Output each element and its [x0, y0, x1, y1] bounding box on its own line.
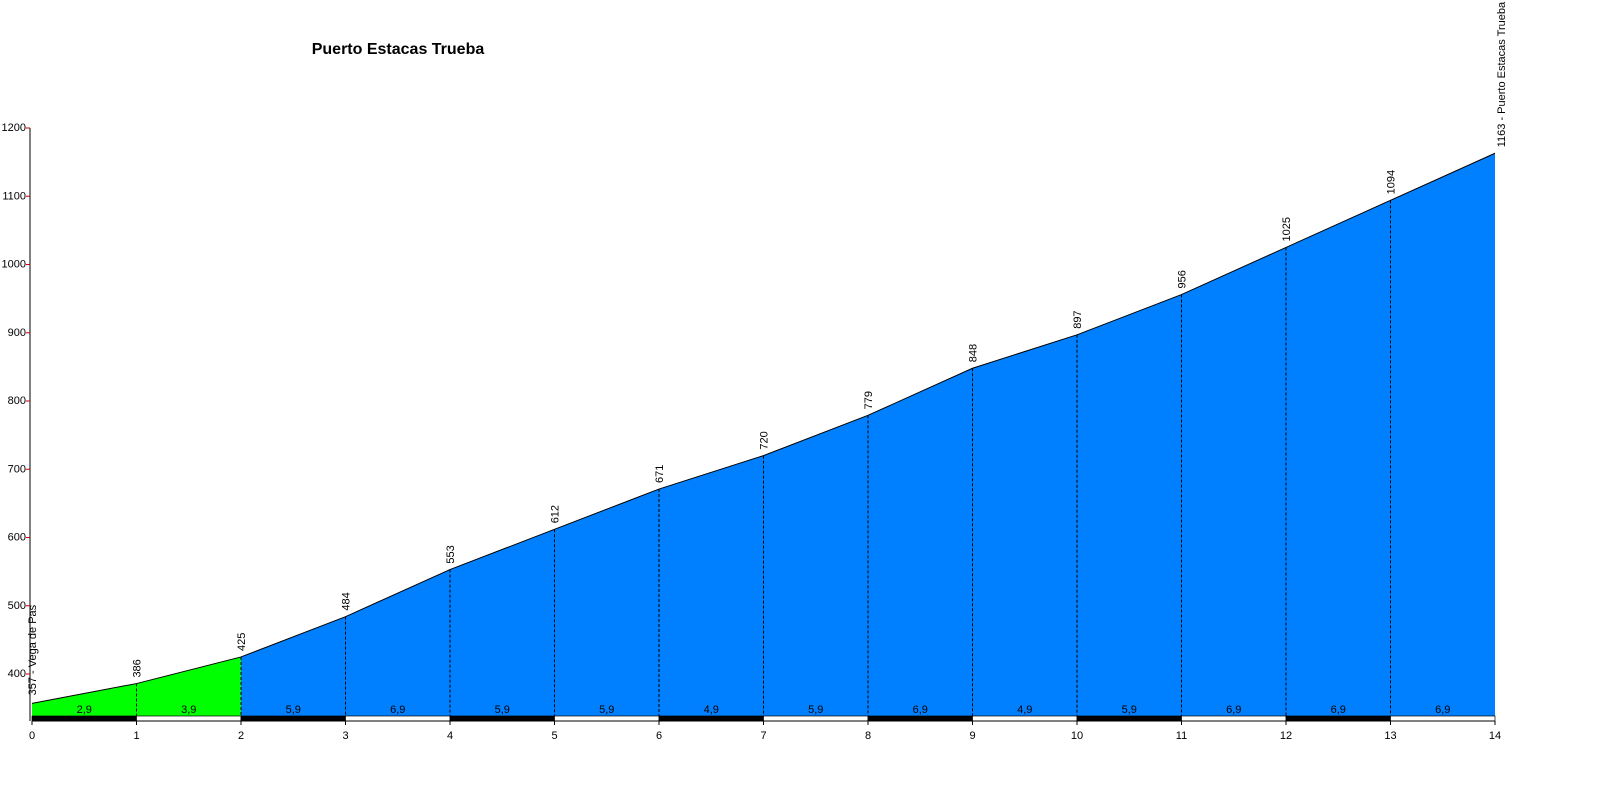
- km-strip: [1076, 715, 1182, 722]
- gradient-segment: [136, 656, 241, 717]
- x-tick-label: 6: [656, 730, 662, 742]
- gradient-segment: [1077, 294, 1182, 717]
- y-tick-label: 800: [8, 395, 26, 407]
- profile-line: [31, 152, 1496, 704]
- gradient-segment: [868, 368, 973, 717]
- gradient-label: 6,9: [1331, 704, 1346, 716]
- gradient-label: 5,9: [495, 704, 510, 716]
- gradient-label: 4,9: [704, 704, 719, 716]
- x-tick-label: 8: [865, 730, 871, 742]
- x-tick-label: 2: [238, 730, 244, 742]
- km-strip: [554, 715, 660, 722]
- gradient-segment: [241, 616, 346, 717]
- gradient-label: 2,9: [77, 704, 92, 716]
- elevation-label: 779: [863, 391, 875, 409]
- km-strip: [240, 715, 346, 722]
- y-tick-label: 900: [8, 327, 26, 339]
- y-tick-label: 700: [8, 463, 26, 475]
- gradient-label: 6,9: [913, 704, 928, 716]
- gradient-segment: [345, 569, 450, 717]
- x-tick-label: 11: [1176, 730, 1187, 742]
- elevation-label: 897: [1072, 310, 1084, 328]
- km-strip: [345, 715, 451, 722]
- gradient-label: 5,9: [599, 704, 614, 716]
- km-strip: [1181, 715, 1287, 722]
- gradient-label: 3,9: [181, 704, 196, 716]
- km-strip: [867, 715, 973, 722]
- elevation-label: 720: [759, 431, 771, 449]
- chart-title: Puerto Estacas Trueba: [312, 41, 485, 58]
- gradient-segment: [450, 529, 555, 717]
- gradient-label: 5,9: [286, 704, 301, 716]
- elevation-label: 553: [445, 545, 457, 563]
- gradient-segment: [659, 455, 764, 717]
- km-strip: [136, 715, 242, 722]
- gradient-segment: [1390, 153, 1495, 717]
- y-tick-label: 500: [8, 600, 26, 612]
- km-strip: [449, 715, 555, 722]
- km-strip: [1285, 715, 1391, 722]
- x-tick-label: 3: [342, 730, 348, 742]
- gradient-segment: [32, 683, 137, 717]
- elevation-label: 671: [654, 465, 666, 483]
- gradient-label: 6,9: [1226, 704, 1241, 716]
- km-strip: [31, 715, 137, 722]
- gradient-segment: [763, 415, 868, 717]
- gradient-label: 4,9: [1017, 704, 1032, 716]
- gradient-label: 6,9: [1435, 704, 1450, 716]
- km-strip: [972, 715, 1078, 722]
- elevation-label: 425: [236, 633, 248, 651]
- gradient-label: 5,9: [1122, 704, 1137, 716]
- y-tick-label: 1000: [2, 259, 26, 271]
- gradient-segment: [554, 489, 659, 717]
- x-tick-label: 0: [29, 730, 35, 742]
- gradient-segment: [1181, 247, 1286, 718]
- x-tick-label: 10: [1071, 730, 1083, 742]
- x-tick-label: 1: [133, 730, 139, 742]
- elevation-label: 1025: [1281, 217, 1293, 241]
- gradient-label: 5,9: [808, 704, 823, 716]
- gradient-label: 6,9: [390, 704, 405, 716]
- elevation-label: 848: [968, 344, 980, 362]
- elevation-label: 956: [1177, 270, 1189, 288]
- x-tick-label: 12: [1280, 730, 1292, 742]
- x-tick-label: 9: [969, 730, 975, 742]
- x-tick-label: 5: [551, 730, 557, 742]
- y-tick-label: 400: [8, 668, 26, 680]
- elevation-label: 1163 - Puerto Estacas Trueba: [1496, 1, 1508, 147]
- x-tick-label: 14: [1489, 730, 1501, 742]
- elevation-label: 1094: [1386, 170, 1398, 194]
- elevation-label: 357 - Vega de Pas: [27, 604, 39, 695]
- x-tick-label: 4: [447, 730, 453, 742]
- x-tick-label: 7: [760, 730, 766, 742]
- gradient-segment: [972, 334, 1077, 717]
- y-tick-label: 1100: [2, 190, 26, 202]
- y-tick-label: 1200: [2, 122, 26, 134]
- km-strip: [658, 715, 764, 722]
- elevation-label: 612: [550, 505, 562, 523]
- elevation-label: 386: [132, 659, 144, 677]
- gradient-segment: [1286, 200, 1391, 717]
- y-tick-label: 600: [8, 532, 26, 544]
- km-strip: [1390, 715, 1496, 722]
- elevation-label: 484: [341, 592, 353, 610]
- x-tick-label: 13: [1384, 730, 1396, 742]
- km-strip: [763, 715, 869, 722]
